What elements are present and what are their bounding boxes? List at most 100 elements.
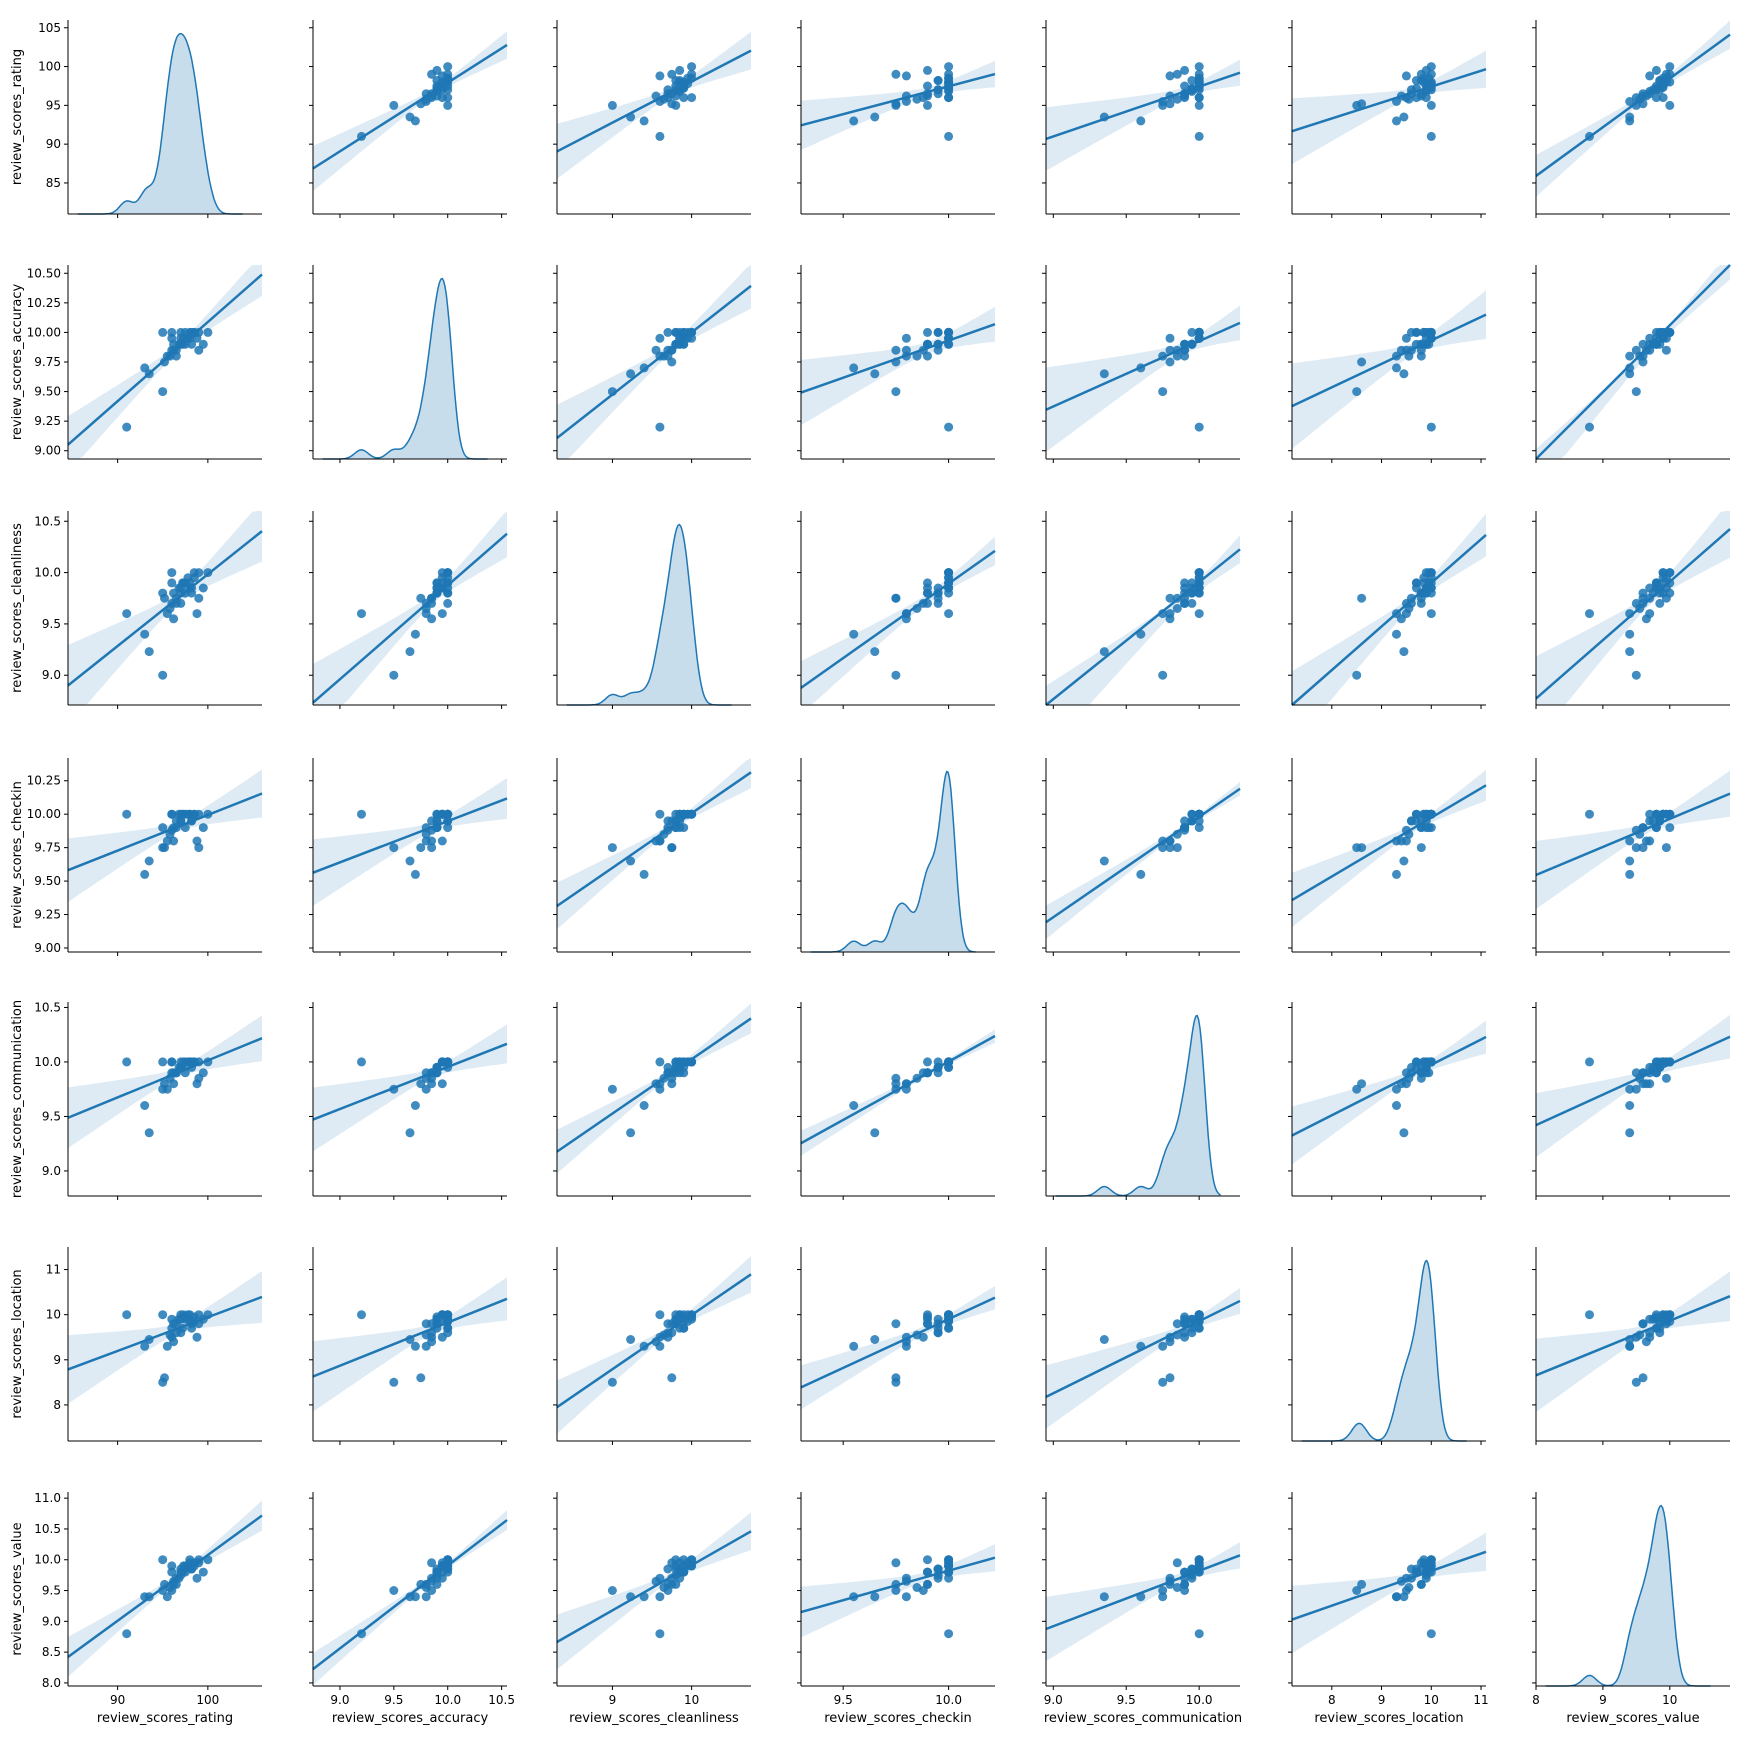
scatter-point [203,327,213,337]
scatter-point [203,1057,213,1067]
panel-review_scores_checkin-vs-review_scores_accuracy [309,758,508,956]
scatter-point [912,1073,922,1083]
scatter-point [1641,836,1651,846]
scatter-point [933,583,943,593]
y-tick-label: 9.00 [34,444,61,458]
scatter-point [1194,1316,1204,1326]
scatter-point [1180,351,1190,361]
scatter-point [923,65,932,75]
scatter-point [1396,614,1406,624]
scatter-point [1194,1629,1204,1639]
regression-line [800,549,996,689]
regression-line [1045,1554,1241,1631]
scatter-point [1099,1335,1109,1344]
confidence-band [1046,59,1240,171]
scatter-point [1194,583,1204,593]
scatter-point [437,93,447,103]
scatter-point [923,1057,932,1067]
scatter-point [1648,588,1658,598]
scatter-point [192,609,202,619]
scatter-point [1180,65,1190,75]
scatter-point [1187,578,1197,588]
scatter-point [389,670,399,680]
scatter-point [626,1128,636,1138]
scatter-point [357,1057,366,1067]
scatter-point [1416,593,1426,603]
y-tick-label: 10.25 [27,296,61,310]
scatter-point [1396,1079,1406,1089]
scatter-point [944,1561,954,1571]
scatter-point [144,1592,154,1602]
scatter-point [169,836,179,846]
confidence-band [801,1285,995,1410]
scatter-point [432,1567,442,1577]
panel-review_scores_cleanliness-vs-review_scores_cleanliness [553,511,751,709]
x-tick-label: 9.0 [1044,1693,1063,1707]
scatter-point [1401,71,1411,81]
scatter-point [194,843,204,853]
kde-fill [1301,1260,1467,1441]
scatter-point [1635,351,1645,361]
scatter-point [180,1068,190,1078]
scatter-point [1136,629,1146,639]
scatter-point [1187,85,1197,95]
scatter-point [1411,583,1421,593]
x-tick-label: 9.5 [1117,1693,1136,1707]
regression-line [800,72,996,127]
scatter-point [1180,1567,1190,1577]
y-tick-label: 8 [53,1398,61,1412]
scatter-point [944,1316,954,1326]
y-axis-label: review_scores_location [10,1269,25,1418]
scatter-point [1625,1128,1635,1138]
scatter-point [1416,1579,1426,1589]
scatter-point [443,76,453,85]
scatter-point [1357,1579,1367,1589]
scatter-point [427,614,437,624]
scatter-point [891,1579,901,1589]
scatter-point [667,345,677,355]
scatter-point [891,593,901,603]
scatter-point [421,1073,431,1083]
confidence-band [313,1024,507,1152]
scatter-point [923,327,932,337]
scatter-point [912,351,922,361]
kde-line [566,523,732,706]
panel-review_scores_cleanliness-vs-review_scores_location [1288,511,1487,709]
scatter-point [651,1079,661,1089]
scatter-point [1421,93,1431,103]
scatter-point [437,609,447,619]
scatter-point [655,1629,665,1639]
kde-fill [1545,1505,1711,1686]
y-tick-label: 9.0 [42,668,61,682]
scatter-point [1357,843,1367,853]
scatter-point [122,1629,132,1639]
scatter-point [1401,333,1411,343]
scatter-point [189,573,199,583]
scatter-point [849,1101,859,1110]
scatter-point [179,809,188,819]
scatter-point [1635,1330,1645,1340]
scatter-point [923,1312,932,1322]
panel-review_scores_location-vs-review_scores_location [1288,1247,1486,1445]
scatter-point [389,100,399,110]
scatter-point [912,94,922,104]
scatter-point [1585,1310,1594,1320]
scatter-point [1648,816,1658,826]
confidence-band [1046,781,1240,939]
x-tick-label: 90 [110,1693,125,1707]
scatter-point [870,112,880,122]
scatter-point [405,112,415,122]
scatter-point [639,116,649,126]
scatter-point [167,809,177,819]
scatter-point [923,81,932,91]
scatter-point [675,65,685,75]
scatter-point [1426,422,1436,432]
y-tick-label: 10.0 [34,1055,61,1069]
scatter-point [944,73,954,83]
y-tick-label: 9.5 [42,1109,61,1123]
scatter-point [122,1057,132,1067]
scatter-point [1396,836,1406,846]
scatter-point [671,823,681,833]
regression-line [67,1295,263,1371]
y-tick-label: 11 [46,1263,61,1277]
